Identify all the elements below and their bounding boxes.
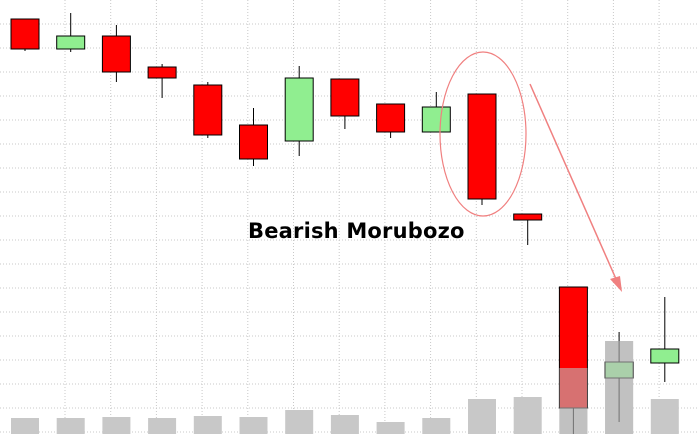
candle (650, 297, 680, 382)
highlight-overlay (439, 51, 634, 434)
volume-bar (193, 416, 222, 434)
candle (239, 108, 268, 166)
volume-bar (239, 417, 268, 434)
candle (467, 93, 497, 205)
candle (330, 78, 360, 129)
candle (147, 64, 177, 98)
candle (376, 103, 406, 138)
candle-body-bearish (376, 103, 406, 133)
volume-bar (376, 422, 405, 434)
candle (101, 25, 131, 82)
candle-body-bearish (239, 124, 268, 160)
candle-body-bullish (284, 77, 314, 142)
candle-body-bearish (193, 84, 223, 136)
candle (421, 92, 451, 133)
candle (513, 213, 543, 245)
volume-bar (148, 418, 177, 434)
volume-bar-front (605, 341, 634, 434)
candle-body-bullish (56, 35, 86, 50)
volume-bar (11, 418, 39, 434)
candle-body-bearish (101, 35, 131, 73)
candle (193, 82, 223, 138)
volume-bar (422, 418, 451, 434)
trend-arrow-head (610, 276, 622, 292)
volume-bar (102, 417, 131, 434)
highlight-ellipse (439, 51, 527, 217)
pattern-annotation: Bearish Morubozo (248, 219, 465, 243)
volume-bar (56, 418, 85, 434)
volume-bar (650, 399, 679, 434)
volume-bar (513, 397, 542, 434)
volume-bar (468, 399, 496, 434)
candle-body-bearish (330, 78, 360, 117)
candle-body-bullish (421, 106, 451, 133)
volume-bar (285, 410, 314, 434)
candle (56, 13, 86, 52)
candle-body-bullish (650, 348, 680, 364)
trend-arrow-line (529, 83, 621, 289)
candle (284, 66, 314, 156)
candle (10, 18, 40, 51)
candle-body-bearish (467, 93, 497, 200)
volume-bar-front (559, 368, 588, 434)
candle-body-bearish (513, 213, 543, 221)
volume-bar (330, 415, 359, 434)
candle-body-bearish (147, 66, 177, 79)
candle-body-bearish (10, 18, 40, 50)
